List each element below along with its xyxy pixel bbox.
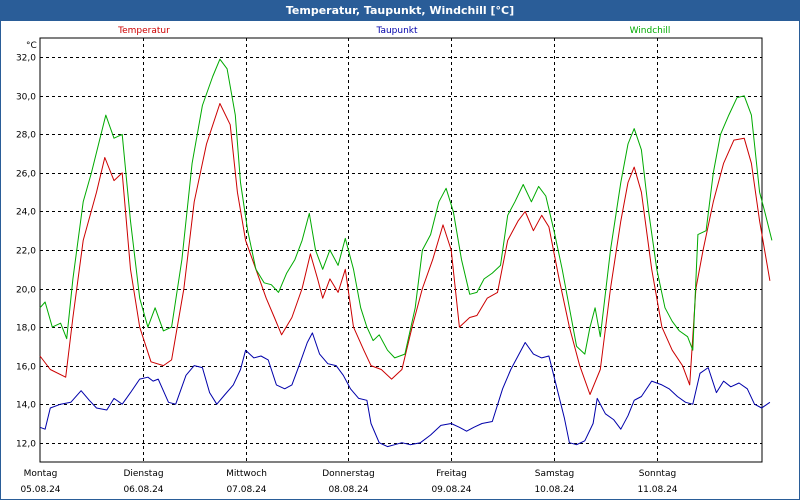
x-tick-date: 09.08.24 <box>431 485 471 495</box>
y-tick-label: 26,0 <box>16 170 36 180</box>
series-line-taupunkt <box>39 332 771 448</box>
x-tick-date: 08.08.24 <box>328 485 368 495</box>
x-tick-day: Samstag <box>535 469 574 479</box>
y-tick-label: 12,0 <box>16 440 36 450</box>
grid <box>40 38 762 462</box>
x-tick-date: 11.08.24 <box>637 485 677 495</box>
x-axis: Montag 05.08.24 Dienstag 06.08.24 Mittwoch 07… <box>20 469 677 495</box>
x-tick-day: Sonntag <box>639 469 676 479</box>
legend-taupunkt: Taupunkt <box>375 26 418 36</box>
y-tick-label: 22,0 <box>16 247 36 257</box>
y-tick-label: 24,0 <box>16 208 36 218</box>
y-tick-label: 32,0 <box>16 54 36 64</box>
x-tick-day: Mittwoch <box>226 469 267 479</box>
y-tick-label: 14,0 <box>16 401 36 411</box>
legend-windchill: Windchill <box>630 26 671 36</box>
x-tick-date: 10.08.24 <box>534 485 574 495</box>
unit-label: °C <box>26 41 37 51</box>
x-tick-day: Donnerstag <box>322 469 375 479</box>
x-tick-date: 06.08.24 <box>123 485 163 495</box>
x-tick-date: 07.08.24 <box>226 485 266 495</box>
x-tick-day: Dienstag <box>123 469 163 479</box>
x-tick-day: Freitag <box>436 469 467 479</box>
y-tick-label: 28,0 <box>16 131 36 141</box>
chart-title: Temperatur, Taupunkt, Windchill [°C] <box>286 4 514 17</box>
x-tick-day: Montag <box>24 469 58 479</box>
series-line-windchill <box>39 58 773 359</box>
series-line-temperatur <box>39 103 771 395</box>
legend: Temperatur Taupunkt Windchill <box>117 26 670 36</box>
y-tick-label: 18,0 <box>16 324 36 334</box>
y-tick-label: 16,0 <box>16 363 36 373</box>
x-tick-date: 05.08.24 <box>20 485 60 495</box>
title-bar <box>0 0 800 20</box>
y-axis: 32,0 30,0 28,0 26,0 24,0 22,0 20,0 18,0 16,0 14,0… <box>16 54 36 450</box>
y-tick-label: 20,0 <box>16 286 36 296</box>
y-tick-label: 30,0 <box>16 93 36 103</box>
series <box>39 58 773 448</box>
legend-temperatur: Temperatur <box>117 26 170 36</box>
